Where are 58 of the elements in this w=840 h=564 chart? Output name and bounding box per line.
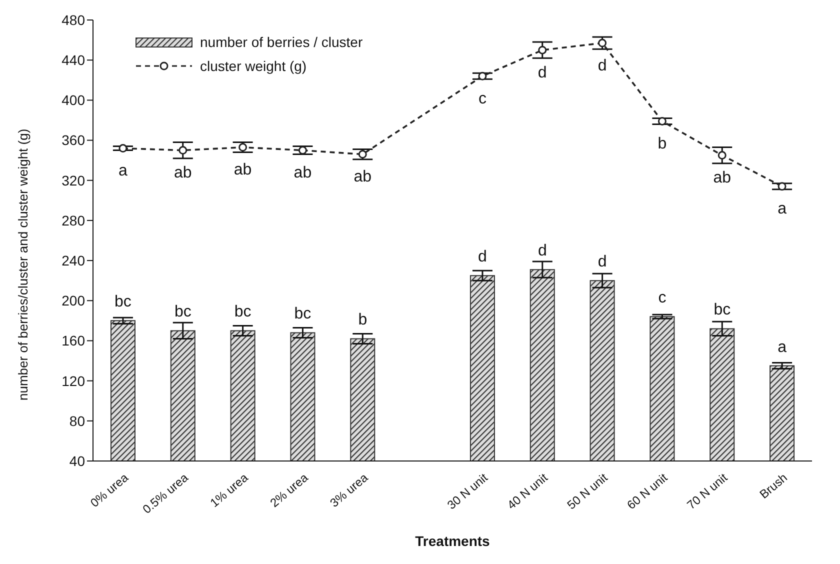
- data-label: bc: [114, 294, 132, 311]
- data-label: d: [598, 254, 607, 271]
- x-tick-label: 40 N unit: [504, 470, 551, 512]
- point: [358, 150, 367, 159]
- data-label: a: [778, 200, 787, 218]
- data-label: bc: [294, 306, 312, 323]
- legend-label: cluster weight (g): [200, 57, 307, 76]
- y-axis-title: number of berries/cluster and cluster weight (g): [16, 128, 31, 400]
- y-tick-label: 120: [62, 372, 86, 389]
- data-label: ab: [713, 170, 732, 187]
- data-label: b: [358, 312, 368, 329]
- x-tick-label: 60 N unit: [624, 470, 671, 512]
- x-tick-label: 0% urea: [88, 470, 132, 510]
- data-label: b: [658, 136, 667, 153]
- legend-label: number of berries / cluster: [200, 33, 363, 52]
- point: [778, 182, 786, 191]
- data-label: ab: [174, 164, 192, 182]
- y-tick-label: 480: [62, 12, 86, 28]
- y-tick-label: 400: [62, 92, 86, 108]
- y-tick-label: 80: [69, 412, 86, 429]
- point: [118, 144, 128, 153]
- data-label: a: [118, 162, 128, 180]
- y-tick-label: 200: [62, 292, 86, 309]
- point: [538, 46, 547, 54]
- x-tick-label: 2% urea: [267, 470, 311, 510]
- y-tick-label: 360: [62, 132, 86, 148]
- data-label: d: [598, 57, 607, 74]
- x-tick-label: 70 N unit: [684, 470, 731, 512]
- point: [718, 151, 726, 160]
- x-axis-title: Treatments: [415, 533, 490, 549]
- data-label: bc: [174, 304, 192, 321]
- y-tick-label: 160: [62, 332, 86, 349]
- data-label: ab: [234, 162, 252, 179]
- data-label: bc: [234, 304, 252, 321]
- data-label: ab: [354, 168, 372, 186]
- x-tick-label: 50 N unit: [564, 470, 611, 512]
- point: [238, 143, 248, 152]
- point: [658, 116, 666, 126]
- point: [178, 146, 188, 155]
- point: [298, 146, 307, 155]
- x-tick-label: 30 N unit: [444, 470, 491, 512]
- point: [478, 72, 487, 80]
- y-tick-label: 240: [62, 252, 86, 269]
- y-tick-label: 40: [69, 452, 86, 469]
- y-tick-label: 320: [62, 172, 86, 188]
- data-label: ab: [294, 164, 312, 182]
- data-label: bc: [714, 302, 731, 319]
- data-label: a: [778, 338, 787, 356]
- x-tick-label: 1% urea: [207, 470, 251, 510]
- point: [598, 38, 607, 48]
- x-tick-label: 3% urea: [327, 470, 371, 510]
- data-label: d: [478, 248, 487, 266]
- data-label: d: [538, 64, 547, 82]
- data-label: d: [538, 242, 547, 260]
- y-tick-label: 440: [62, 52, 86, 68]
- y-tick-label: 280: [62, 212, 86, 228]
- data-label: c: [478, 90, 486, 108]
- data-label: c: [658, 290, 666, 307]
